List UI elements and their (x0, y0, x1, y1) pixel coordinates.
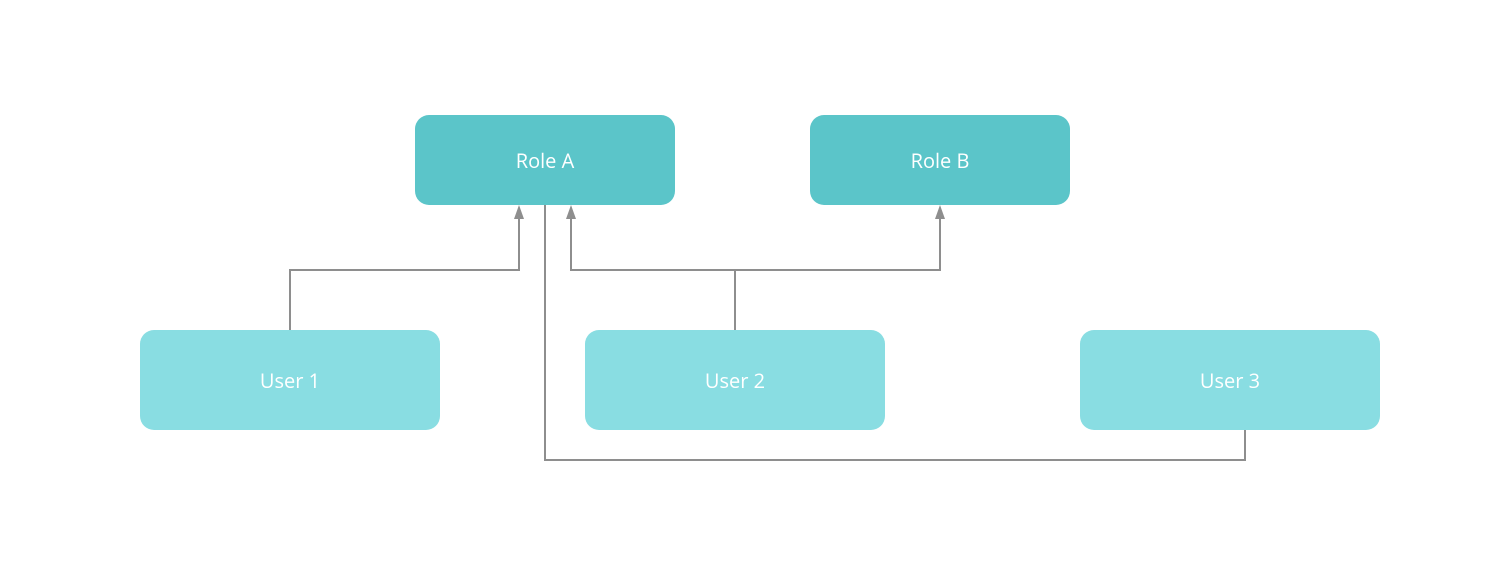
edge-user1-to-roleA (290, 219, 519, 330)
node-label: Role B (911, 147, 970, 174)
node-label: Role A (516, 147, 575, 174)
arrowhead-icon (935, 205, 945, 219)
node-user3: User 3 (1080, 330, 1380, 430)
arrowhead-icon (514, 205, 524, 219)
diagram-canvas: Role A Role B User 1 User 2 User 3 (0, 0, 1494, 578)
edges-layer (0, 0, 1494, 578)
node-label: User 1 (260, 367, 320, 394)
node-user1: User 1 (140, 330, 440, 430)
edge-user2-to-roleB (735, 219, 940, 330)
node-roleB: Role B (810, 115, 1070, 205)
edge-user2-to-roleA (571, 219, 735, 330)
arrowhead-icon (566, 205, 576, 219)
node-user2: User 2 (585, 330, 885, 430)
node-label: User 2 (705, 367, 765, 394)
node-roleA: Role A (415, 115, 675, 205)
node-label: User 3 (1200, 367, 1260, 394)
